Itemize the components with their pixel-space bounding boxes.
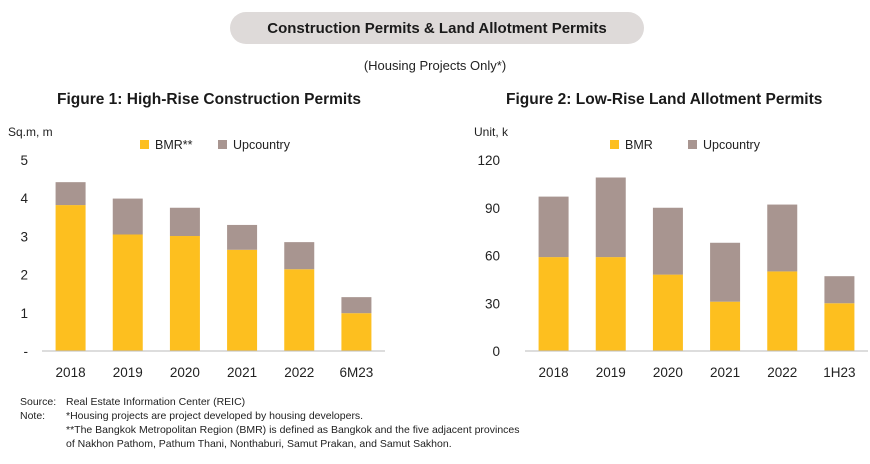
bar-segment bbox=[284, 242, 315, 270]
x-tick-label: 6M23 bbox=[340, 365, 374, 380]
y-tick-label: 90 bbox=[485, 201, 500, 216]
legend-swatch bbox=[218, 140, 227, 149]
bar-segment bbox=[595, 177, 626, 258]
x-tick-label: 2021 bbox=[227, 365, 257, 380]
source-text: Real Estate Information Center (REIC) bbox=[66, 396, 246, 408]
bar-segment bbox=[55, 205, 86, 351]
x-tick-label: 1H23 bbox=[823, 365, 855, 380]
bar-segment bbox=[227, 224, 258, 250]
note-label: Note: bbox=[20, 410, 46, 422]
figure-1-title: Figure 1: High-Rise Construction Permits bbox=[57, 91, 362, 108]
figure-2-title: Figure 2: Low-Rise Land Allotment Permit… bbox=[506, 91, 823, 108]
y-tick-label: 5 bbox=[20, 153, 28, 168]
bar-segment bbox=[55, 182, 86, 206]
bar-segment bbox=[767, 271, 798, 351]
y-tick-label: 0 bbox=[492, 344, 500, 359]
bar-segment bbox=[341, 313, 372, 351]
note-line-2: **The Bangkok Metropolitan Region (BMR) … bbox=[66, 424, 520, 436]
y-tick-label: 1 bbox=[20, 306, 28, 321]
page-subtitle: (Housing Projects Only*) bbox=[363, 58, 507, 73]
note-line-3: of Nakhon Pathom, Pathum Thani, Nonthabu… bbox=[66, 438, 452, 450]
y-tick-label: 120 bbox=[477, 153, 500, 168]
x-tick-label: 2020 bbox=[170, 365, 200, 380]
y-tick-label: 2 bbox=[20, 268, 28, 283]
bar-segment bbox=[595, 257, 626, 351]
figure-1-chart: Sq.m, m - 1 2 3 4 5 BMR** Upcountry 2018 2019 2020 2… bbox=[8, 125, 385, 380]
x-tick-label: 2021 bbox=[710, 365, 740, 380]
legend-label: BMR** bbox=[155, 138, 193, 152]
notes-block: Source: Real Estate Information Center (… bbox=[20, 395, 520, 451]
legend-label: Upcountry bbox=[703, 138, 761, 152]
bar-segment bbox=[538, 257, 569, 351]
bar-segment bbox=[227, 249, 258, 351]
source-label: Source: bbox=[20, 396, 57, 408]
y-tick-label: - bbox=[24, 344, 29, 359]
x-tick-label: 2018 bbox=[539, 365, 569, 380]
figure-2-chart: Unit, k 0 30 60 90 120 BMR Upcountry 2018 2019 202… bbox=[474, 125, 868, 380]
bar-segment bbox=[341, 297, 372, 314]
y-tick-label: 30 bbox=[485, 296, 500, 311]
bar-segment bbox=[824, 276, 855, 304]
page-title-pill: Construction Permits & Land Allotment Pe… bbox=[230, 12, 644, 44]
page-title: Construction Permits & Land Allotment Pe… bbox=[267, 19, 607, 37]
bar-segment bbox=[112, 234, 143, 351]
legend-swatch bbox=[140, 140, 149, 149]
bar-segment bbox=[538, 196, 569, 258]
bar-segment bbox=[652, 207, 683, 275]
y-tick-label: 60 bbox=[485, 249, 500, 264]
note-line-1: *Housing projects are project developed … bbox=[66, 410, 364, 422]
bar-segment bbox=[767, 204, 798, 272]
bar-segment bbox=[284, 269, 315, 351]
bar-segment bbox=[652, 274, 683, 351]
legend-label: BMR bbox=[625, 138, 653, 152]
legend-swatch bbox=[610, 140, 619, 149]
x-tick-label: 2018 bbox=[56, 365, 86, 380]
bar-segment bbox=[824, 303, 855, 351]
x-tick-label: 2022 bbox=[284, 365, 314, 380]
y-axis-unit-label: Sq.m, m bbox=[8, 125, 53, 139]
y-axis-unit-label: Unit, k bbox=[474, 125, 509, 139]
y-tick-label: 4 bbox=[20, 191, 28, 206]
legend-swatch bbox=[688, 140, 697, 149]
y-tick-label: 3 bbox=[20, 229, 28, 244]
bar-segment bbox=[710, 242, 741, 302]
bar-segment bbox=[112, 198, 143, 235]
bar-segment bbox=[169, 207, 200, 237]
bar-segment bbox=[710, 301, 741, 351]
x-tick-label: 2019 bbox=[596, 365, 626, 380]
bar-segment bbox=[169, 236, 200, 351]
x-tick-label: 2020 bbox=[653, 365, 683, 380]
legend-label: Upcountry bbox=[233, 138, 291, 152]
x-tick-label: 2022 bbox=[767, 365, 797, 380]
x-tick-label: 2019 bbox=[113, 365, 143, 380]
